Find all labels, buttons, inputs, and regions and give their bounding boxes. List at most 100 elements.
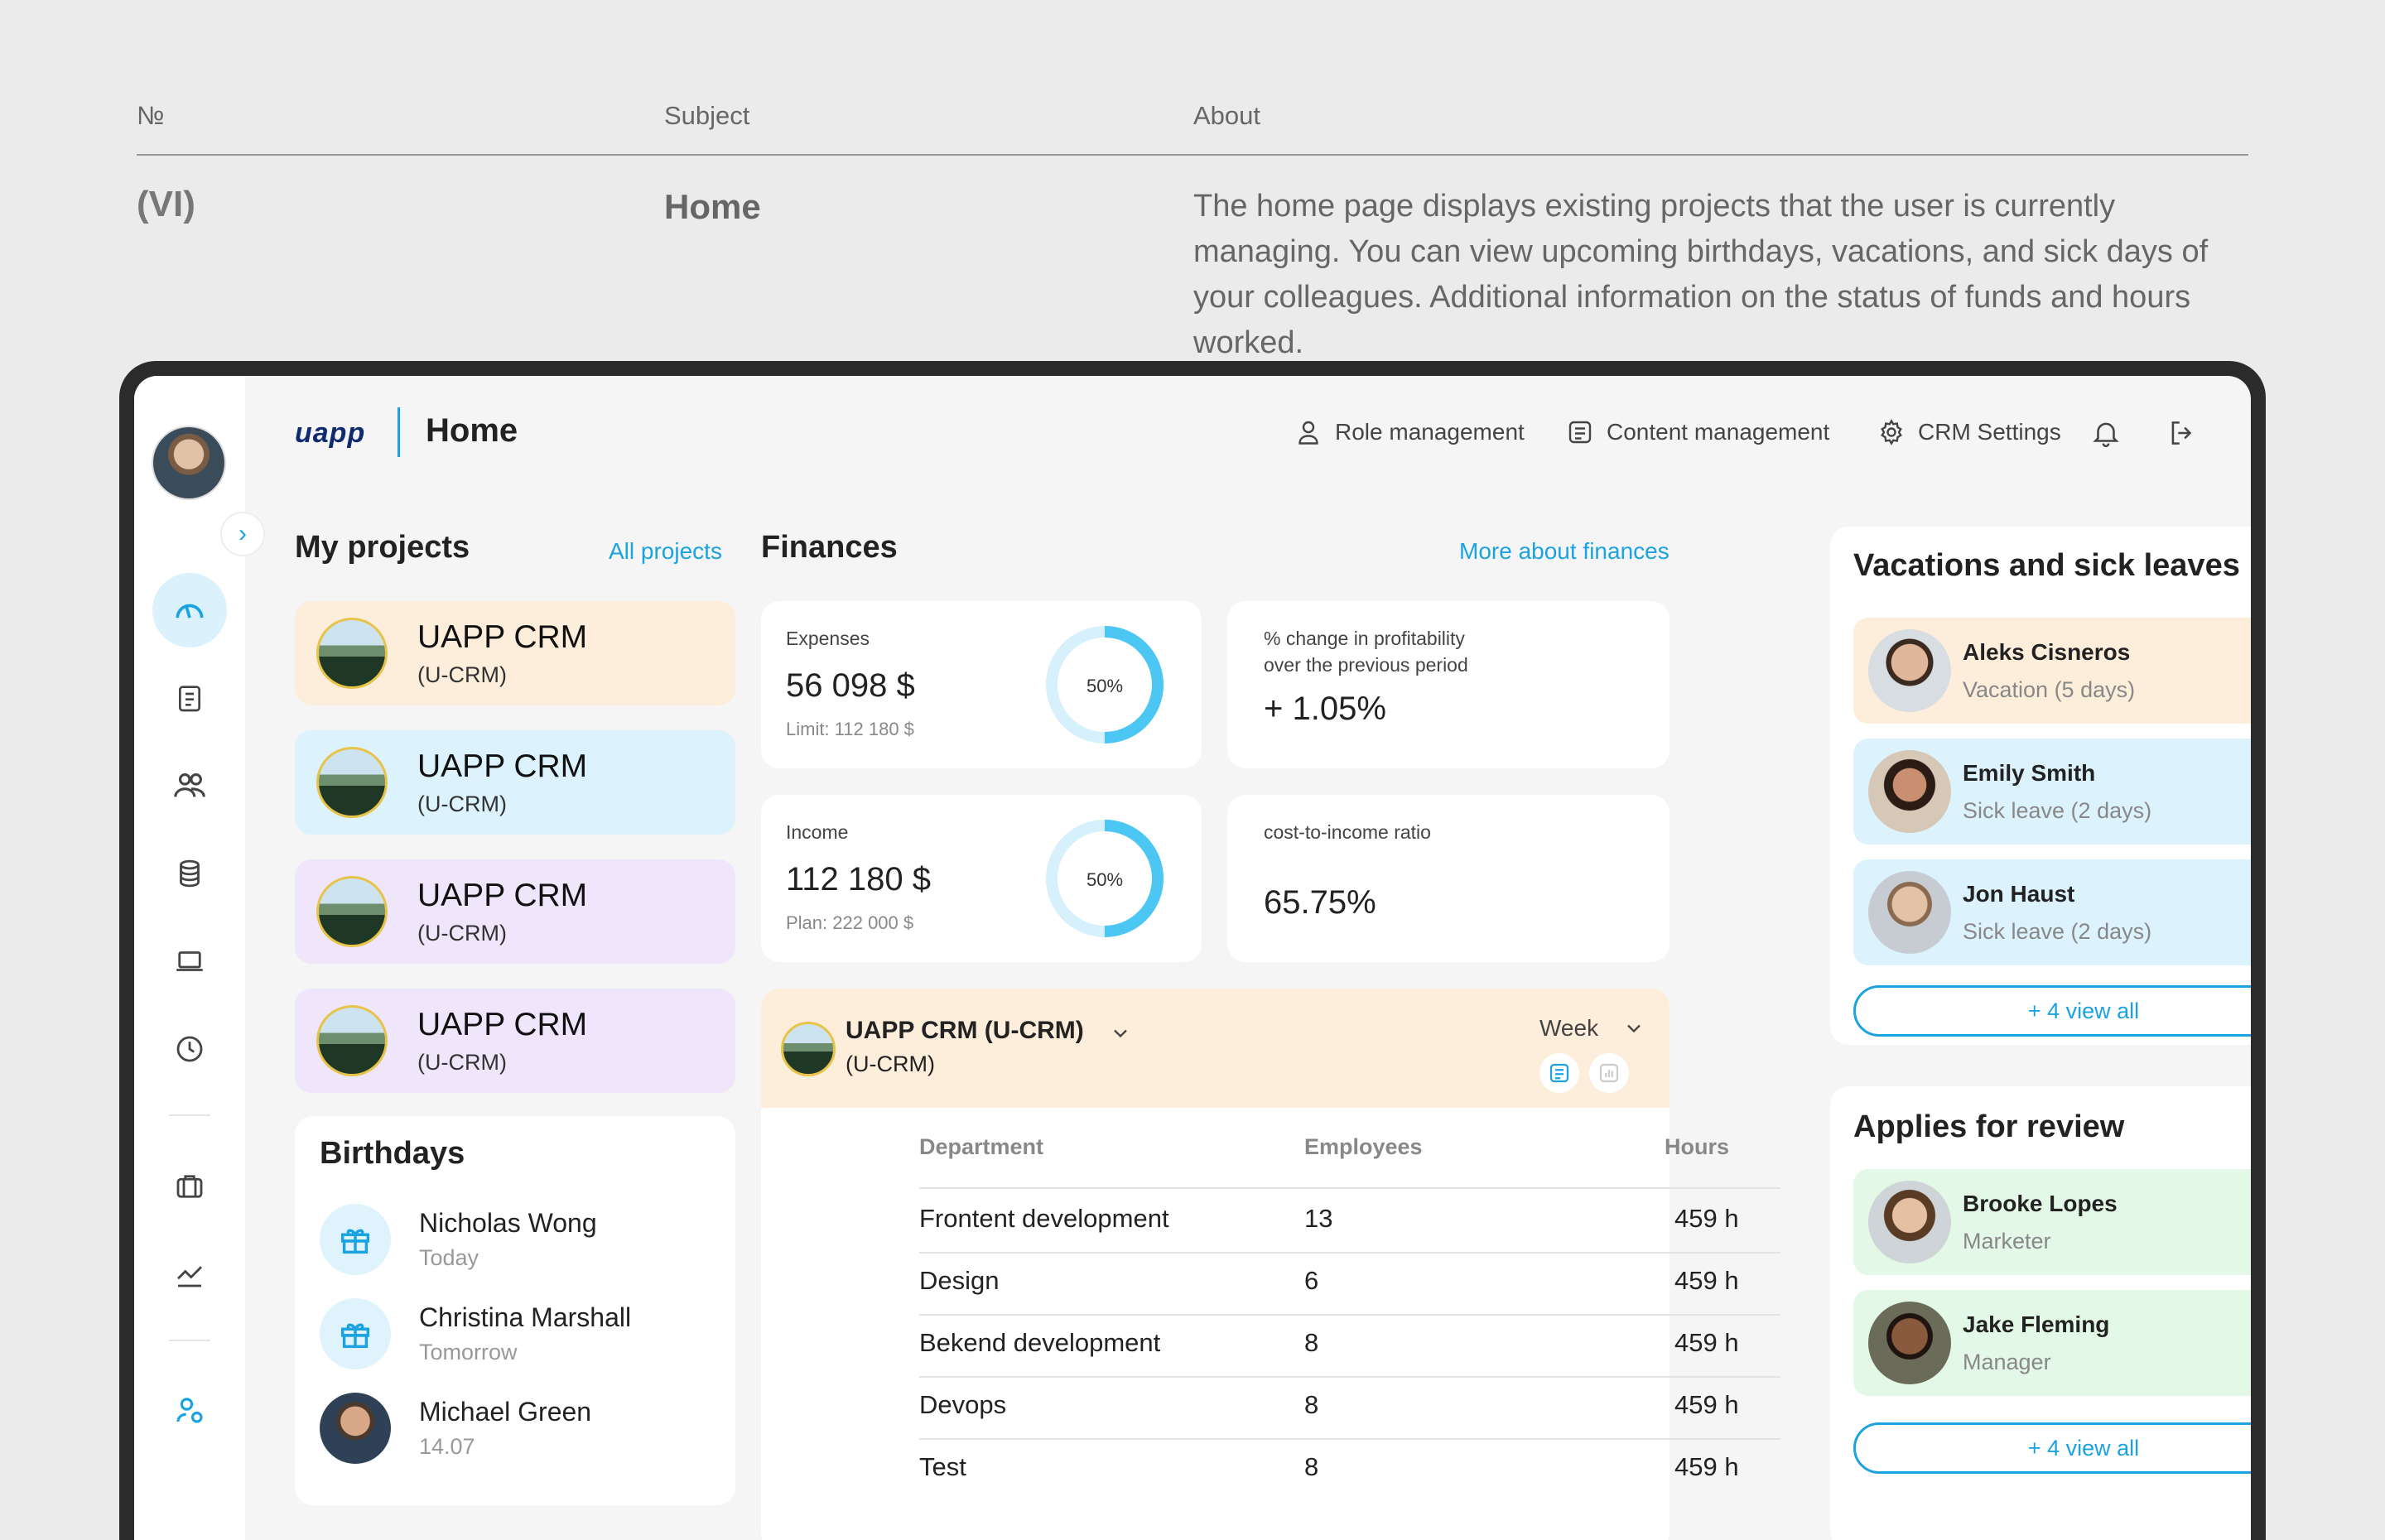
crm-settings-link[interactable]: CRM Settings bbox=[1877, 417, 2061, 447]
table-cell-employees: 6 bbox=[1304, 1266, 1319, 1295]
column-header-department: Department bbox=[919, 1134, 1044, 1159]
laptop-icon[interactable] bbox=[152, 924, 227, 999]
gear-icon bbox=[1881, 419, 1902, 445]
profitability-value: + 1.05% bbox=[1264, 691, 1386, 727]
project-code: (U-CRM) bbox=[417, 920, 507, 946]
users-icon[interactable] bbox=[152, 748, 227, 823]
avatar bbox=[1868, 1181, 1951, 1263]
review-item[interactable]: Brooke Lopes Marketer bbox=[1853, 1169, 2251, 1275]
bell-icon[interactable] bbox=[2087, 414, 2125, 452]
content-management-link[interactable]: Content management bbox=[1565, 417, 1829, 447]
project-name: UAPP CRM bbox=[417, 877, 588, 913]
chevron-down-icon[interactable] bbox=[1109, 1022, 1132, 1045]
clock-icon[interactable] bbox=[152, 1012, 227, 1086]
row-about: The home page displays existing projects… bbox=[1193, 189, 2209, 360]
role-management-link[interactable]: Role management bbox=[1294, 417, 1525, 447]
expenses-label: Expenses bbox=[786, 628, 870, 649]
profitability-label: % change in profitability bbox=[1264, 628, 1465, 649]
birthday-date: Today bbox=[419, 1245, 479, 1270]
leave-status: Sick leave (2 days) bbox=[1963, 798, 2152, 823]
project-card[interactable]: UAPP CRM (U-CRM) bbox=[295, 989, 735, 1093]
review-item[interactable]: Jake Fleming Manager bbox=[1853, 1290, 2251, 1396]
income-label: Income bbox=[786, 821, 849, 843]
project-card[interactable]: UAPP CRM (U-CRM) bbox=[295, 730, 735, 835]
content-management-label: Content management bbox=[1607, 419, 1830, 445]
birthday-item[interactable]: Nicholas Wong Today bbox=[295, 1204, 597, 1275]
user-icon bbox=[1298, 421, 1318, 445]
birthday-item[interactable]: Michael Green 14.07 bbox=[295, 1393, 591, 1464]
expenses-value: 56 098 $ bbox=[786, 667, 915, 704]
hours-card: UAPP CRM (U-CRM) (U-CRM) Week bbox=[761, 989, 1670, 1540]
birthday-name: Michael Green bbox=[419, 1397, 592, 1427]
person-name: Emily Smith bbox=[1963, 760, 2096, 786]
user-settings-icon[interactable] bbox=[152, 1373, 227, 1447]
leave-item[interactable]: Aleks Cisneros Vacation (5 days) bbox=[1853, 618, 2251, 724]
page-title: Home bbox=[426, 412, 518, 449]
app-logo[interactable]: uapp bbox=[295, 417, 366, 449]
list-view-icon[interactable] bbox=[1539, 1053, 1579, 1093]
logout-icon[interactable] bbox=[2163, 414, 2201, 452]
reviews-title: Applies for review bbox=[1853, 1109, 2125, 1144]
person-name: Jake Fleming bbox=[1963, 1311, 2110, 1337]
hours-project-name[interactable]: UAPP CRM (U-CRM) bbox=[846, 1017, 1084, 1044]
table-cell-department: Bekend development bbox=[919, 1328, 1161, 1357]
project-code: (U-CRM) bbox=[417, 791, 507, 816]
table-divider bbox=[919, 1376, 1780, 1378]
hours-project-code: (U-CRM) bbox=[846, 1052, 935, 1076]
birthdays-card: Birthdays Nicholas Wong Today Christina … bbox=[295, 1116, 735, 1505]
expenses-donut bbox=[1046, 626, 1164, 744]
table-cell-department: Test bbox=[919, 1452, 966, 1481]
person-name: Brooke Lopes bbox=[1963, 1191, 2118, 1216]
hours-project-header bbox=[761, 989, 1670, 1108]
briefcase-icon[interactable] bbox=[152, 1149, 227, 1224]
column-header-hours: Hours bbox=[1665, 1134, 1730, 1159]
expenses-limit: Limit: 112 180 $ bbox=[786, 719, 914, 739]
project-name: UAPP CRM bbox=[417, 618, 588, 655]
chevron-down-icon[interactable] bbox=[1622, 1017, 1645, 1040]
table-cell-employees: 8 bbox=[1304, 1390, 1319, 1419]
app-screen: › uapp Home Role management Content mana… bbox=[134, 376, 2251, 1540]
crm-settings-label: CRM Settings bbox=[1918, 419, 2061, 445]
expenses-percent: 50% bbox=[1086, 676, 1124, 696]
sidebar-divider bbox=[169, 1114, 210, 1116]
analytics-icon[interactable] bbox=[152, 1237, 227, 1311]
birthday-item[interactable]: Christina Marshall Tomorrow bbox=[295, 1298, 631, 1369]
project-code: (U-CRM) bbox=[417, 1049, 507, 1075]
project-avatar bbox=[781, 1022, 836, 1076]
expenses-card: Expenses 56 098 $ Limit: 112 180 $ 50% bbox=[761, 601, 1202, 768]
vacations-view-all-button[interactable]: + 4 view all bbox=[1853, 985, 2251, 1037]
project-avatar bbox=[316, 876, 388, 947]
person-role: Manager bbox=[1963, 1350, 2051, 1374]
more-about-finances-link[interactable]: More about finances bbox=[1459, 538, 1670, 564]
profitability-card: % change in profitability over the previ… bbox=[1227, 601, 1670, 768]
chart-view-icon[interactable] bbox=[1589, 1053, 1629, 1093]
project-card[interactable]: UAPP CRM (U-CRM) bbox=[295, 601, 735, 705]
user-avatar[interactable] bbox=[152, 426, 226, 500]
vacations-title: Vacations and sick leaves bbox=[1853, 548, 2240, 583]
table-cell-department: Design bbox=[919, 1266, 1000, 1295]
leave-status: Sick leave (2 days) bbox=[1963, 919, 2152, 944]
project-avatar bbox=[316, 747, 388, 818]
period-select[interactable]: Week bbox=[1539, 1015, 1599, 1041]
avatar bbox=[1868, 871, 1951, 954]
avatar bbox=[320, 1393, 391, 1464]
my-projects-title: My projects bbox=[295, 530, 470, 565]
avatar bbox=[1868, 1302, 1951, 1384]
person-name: Aleks Cisneros bbox=[1963, 639, 2131, 665]
birthdays-title: Birthdays bbox=[320, 1136, 465, 1171]
finance-coins-icon[interactable] bbox=[152, 836, 227, 911]
leave-item[interactable]: Emily Smith Sick leave (2 days) bbox=[1853, 739, 2251, 845]
project-card[interactable]: UAPP CRM (U-CRM) bbox=[295, 859, 735, 964]
role-management-label: Role management bbox=[1335, 419, 1525, 445]
reviews-view-all-button[interactable]: + 4 view all bbox=[1853, 1422, 2251, 1474]
table-divider bbox=[919, 1187, 1780, 1189]
column-header-about: About bbox=[1193, 101, 1261, 130]
sidebar-toggle-button[interactable]: › bbox=[220, 512, 265, 556]
income-percent: 50% bbox=[1086, 869, 1124, 890]
dashboard-icon[interactable] bbox=[152, 573, 227, 647]
cost-ratio-value: 65.75% bbox=[1264, 884, 1376, 921]
tasks-icon[interactable] bbox=[152, 661, 227, 735]
leave-item[interactable]: Jon Haust Sick leave (2 days) bbox=[1853, 859, 2251, 965]
income-card: Income 112 180 $ Plan: 222 000 $ 50% bbox=[761, 795, 1202, 962]
all-projects-link[interactable]: All projects bbox=[609, 538, 722, 564]
